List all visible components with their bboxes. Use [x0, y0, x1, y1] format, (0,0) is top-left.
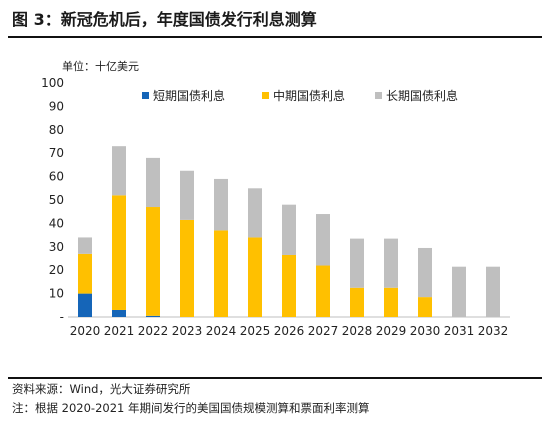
bar-segment: [316, 214, 330, 266]
bar-segment: [112, 146, 126, 196]
bar-segment: [214, 178, 228, 231]
legend-label: 长期国债利息: [386, 88, 458, 103]
y-tick-label: -: [60, 310, 64, 324]
bar-segment: [180, 170, 194, 220]
bar-segment: [146, 207, 160, 316]
bar-segment: [316, 265, 330, 317]
bar-segment: [418, 297, 432, 317]
bar-segment: [214, 230, 228, 317]
bar-segment: [248, 237, 262, 317]
y-tick-label: 60: [49, 170, 64, 184]
bar-segment: [282, 254, 296, 317]
x-tick-label: 2024: [206, 324, 237, 338]
y-tick-label: 20: [49, 263, 64, 277]
bar-segment: [146, 157, 160, 208]
bar-segment: [282, 204, 296, 255]
y-tick-label: 70: [49, 146, 64, 160]
x-tick-label: 2021: [104, 324, 135, 338]
legend-label: 短期国债利息: [153, 88, 225, 103]
x-tick-label: 2030: [410, 324, 441, 338]
bar-segment: [418, 247, 432, 298]
legend-swatch: [262, 92, 269, 99]
bar-segment: [384, 287, 398, 317]
y-tick-label: 80: [49, 123, 64, 137]
title-divider: [8, 36, 542, 38]
bar-segment: [112, 309, 126, 317]
x-tick-label: 2023: [172, 324, 203, 338]
y-tick-label: 90: [49, 99, 64, 113]
bar-segment: [146, 315, 160, 317]
legend-swatch: [142, 92, 149, 99]
bar-segment: [452, 266, 466, 317]
y-tick-label: 100: [41, 76, 64, 90]
bar-segment: [248, 188, 262, 238]
bar-segment: [180, 219, 194, 317]
figure-title: 图 3：新冠危机后，年度国债发行利息测算: [12, 10, 317, 29]
x-tick-label: 2028: [342, 324, 373, 338]
y-tick-label: 30: [49, 240, 64, 254]
bar-segment: [78, 237, 92, 254]
x-tick-label: 2020: [70, 324, 101, 338]
x-tick-label: 2032: [478, 324, 509, 338]
x-tick-label: 2026: [274, 324, 305, 338]
source-text: 资料来源：Wind，光大证券研究所: [12, 382, 191, 396]
y-tick-label: 40: [49, 216, 64, 230]
x-tick-label: 2022: [138, 324, 169, 338]
bar-segment: [350, 238, 364, 288]
note-text: 注：根据 2020-2021 年期间发行的美国国债规模测算和票面利率测算: [12, 401, 370, 415]
bar-segment: [78, 253, 92, 294]
x-tick-label: 2029: [376, 324, 407, 338]
unit-label: 单位：十亿美元: [62, 60, 139, 73]
source-divider: [8, 377, 542, 379]
bar-segment: [78, 293, 92, 317]
bar-segment: [384, 238, 398, 288]
legend-swatch: [375, 92, 382, 99]
y-tick-label: 50: [49, 193, 64, 207]
x-tick-label: 2031: [444, 324, 475, 338]
x-tick-label: 2027: [308, 324, 339, 338]
x-tick-label: 2025: [240, 324, 271, 338]
legend-label: 中期国债利息: [273, 88, 345, 103]
bar-segment: [112, 195, 126, 310]
bar-segment: [486, 266, 500, 317]
y-tick-label: 10: [49, 287, 64, 301]
bar-segment: [350, 287, 364, 317]
